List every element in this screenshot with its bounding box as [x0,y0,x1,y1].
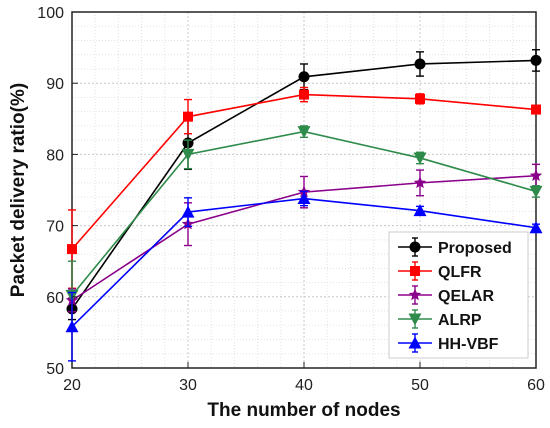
data-point-alrp [529,185,543,198]
data-point-hh-vbf [413,204,427,217]
data-point-hh-vbf [529,221,543,234]
x-tick-label: 60 [527,377,545,394]
legend-item-qelar: QELAR [398,285,494,305]
data-point-qelar [413,176,427,189]
legend-label: Proposed [438,240,512,257]
legend-item-alrp: ALRP [398,309,482,329]
data-point-alrp [413,152,427,165]
legend-label: ALRP [438,312,482,329]
series-layer [65,49,543,362]
data-point-proposed [414,58,426,70]
y-tick-label: 50 [46,361,64,378]
data-point-qlfr [183,111,193,122]
legend-item-qlfr: QLFR [398,261,482,281]
x-axis-ticks: 20 30 40 50 60 [63,362,545,394]
data-point-hh-vbf [297,192,311,205]
x-tick-label: 20 [63,377,81,394]
data-point-hh-vbf [181,205,195,218]
legend-marker [408,336,422,349]
legend-label: QLFR [438,264,482,281]
legend-label: QELAR [438,288,494,305]
series-hh-vbf [65,190,543,362]
data-point-qlfr [67,244,77,255]
x-tick-label: 30 [179,377,197,394]
y-axis-label: Packet delivery ratio(%) [8,83,29,297]
x-tick-label: 50 [411,377,429,394]
x-axis-label: The number of nodes [207,400,400,421]
y-axis-ticks: 50 60 70 80 90 100 [37,5,78,378]
y-tick-label: 70 [46,219,64,236]
data-point-qlfr [299,89,309,100]
data-point-qlfr [415,93,425,104]
data-point-alrp [297,126,311,139]
y-tick-label: 60 [46,290,64,307]
legend-marker [408,288,422,301]
series-alrp [65,125,543,331]
x-tick-label: 40 [295,377,313,394]
data-point-alrp [181,148,195,161]
legend-marker [409,241,421,253]
legend: Proposed QLFR QELAR ALRP HH-VBF [388,231,529,359]
y-tick-label: 90 [46,76,64,93]
legend-label: HH-VBF [438,336,499,353]
y-tick-label: 80 [46,147,64,164]
legend-marker [408,313,422,326]
legend-item-hh-vbf: HH-VBF [398,333,499,353]
data-point-qlfr [531,104,541,115]
data-point-qelar [529,169,543,182]
legend-item-proposed: Proposed [398,237,512,257]
data-point-proposed [298,71,310,83]
data-point-hh-vbf [65,320,79,333]
y-tick-label: 100 [37,5,64,22]
data-point-proposed [530,54,542,66]
legend-marker [410,266,420,276]
